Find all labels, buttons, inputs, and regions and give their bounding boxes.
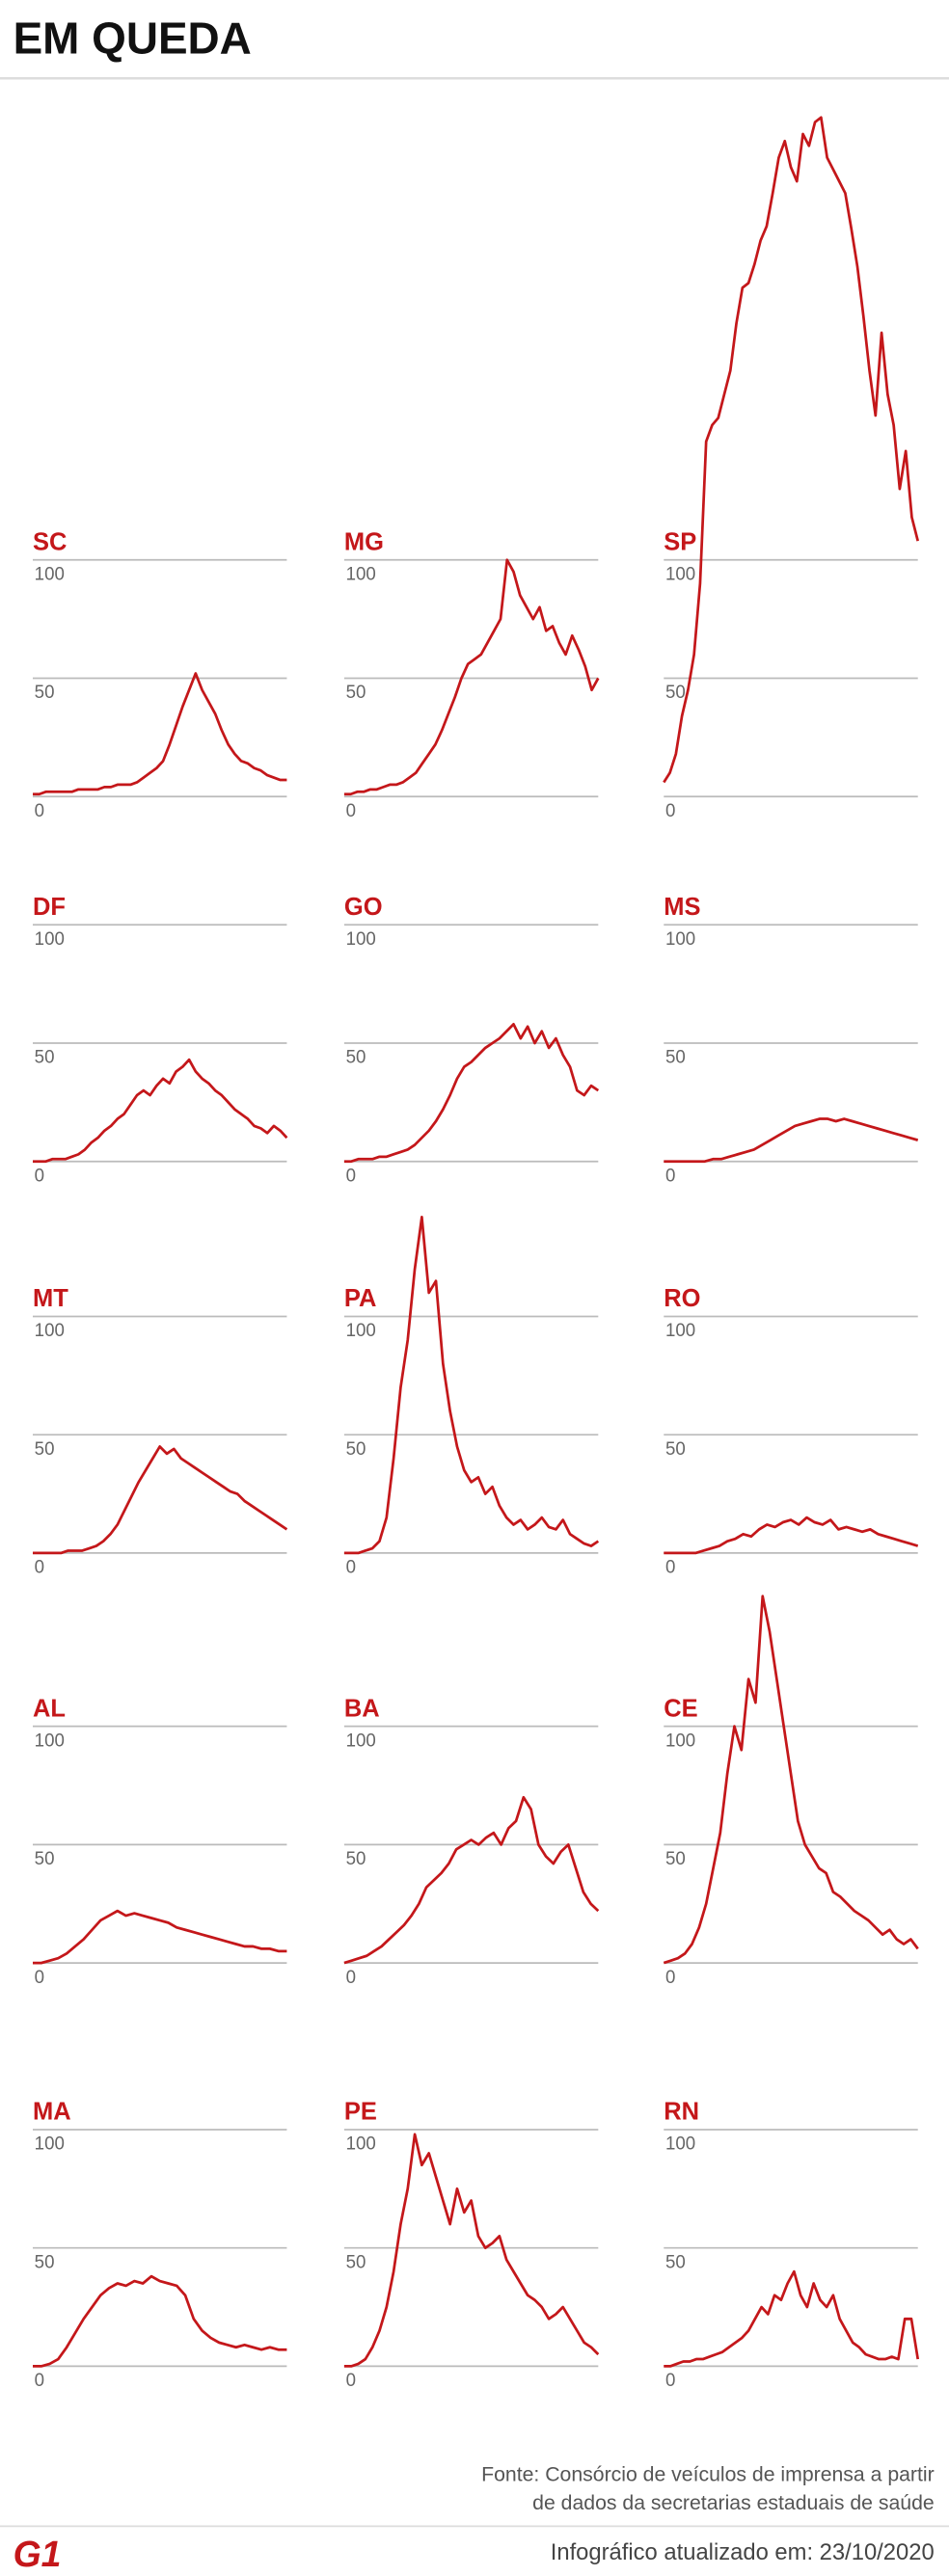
y-tick-label: 100 <box>346 928 376 949</box>
panel-title: MT <box>33 1285 68 1312</box>
y-tick-label: 50 <box>665 1848 686 1868</box>
y-tick-label: 50 <box>35 682 55 702</box>
panel-title: SP <box>664 528 696 555</box>
y-tick-label: 0 <box>35 1165 44 1185</box>
y-tick-label: 100 <box>346 1730 376 1750</box>
y-tick-label: 50 <box>346 1848 366 1868</box>
y-tick-label: 100 <box>346 563 376 583</box>
panel-title: SC <box>33 528 67 555</box>
y-tick-label: 100 <box>35 928 65 949</box>
y-tick-label: 100 <box>35 563 65 583</box>
y-tick-label: 100 <box>35 1320 65 1340</box>
y-tick-label: 0 <box>665 2370 675 2390</box>
panel-title: GO <box>344 894 383 921</box>
source-line: de dados da secretarias estaduais de saú… <box>532 2491 935 2514</box>
y-tick-label: 0 <box>346 800 356 820</box>
y-tick-label: 100 <box>346 2133 376 2154</box>
y-tick-label: 0 <box>346 1967 356 1987</box>
panel-title: MS <box>664 894 700 921</box>
y-tick-label: 100 <box>665 563 695 583</box>
y-tick-label: 50 <box>665 682 686 702</box>
y-tick-label: 50 <box>35 1047 55 1067</box>
series-line <box>343 1216 600 1555</box>
series-line <box>663 116 920 784</box>
y-tick-label: 0 <box>665 1557 675 1577</box>
panel-title: MG <box>344 528 384 555</box>
panel-title: DF <box>33 894 66 921</box>
y-tick-label: 0 <box>35 1967 44 1987</box>
y-tick-label: 50 <box>35 1848 55 1868</box>
series-line <box>664 2269 920 2368</box>
series-line <box>32 1909 287 1965</box>
panel-title: AL <box>33 1695 66 1722</box>
page-title: EM QUEDA <box>14 13 252 63</box>
y-tick-label: 50 <box>35 1438 55 1459</box>
y-tick-label: 100 <box>346 1320 376 1340</box>
y-tick-label: 100 <box>665 928 695 949</box>
y-tick-label: 50 <box>346 2251 366 2271</box>
y-tick-label: 50 <box>665 2251 686 2271</box>
panel-title: MA <box>33 2098 71 2125</box>
y-tick-label: 0 <box>35 1557 44 1577</box>
series-line <box>343 1795 600 1965</box>
y-tick-label: 50 <box>346 1438 366 1459</box>
panel-title: CE <box>664 1695 697 1722</box>
y-tick-label: 0 <box>665 1967 675 1987</box>
series-line <box>32 672 287 796</box>
y-tick-label: 0 <box>35 800 44 820</box>
logo: G1 <box>14 2534 62 2571</box>
y-tick-label: 100 <box>665 1730 695 1750</box>
panel-title: RN <box>664 2098 699 2125</box>
series-line <box>343 558 600 796</box>
series-line <box>343 1022 600 1164</box>
y-tick-label: 0 <box>35 2370 44 2390</box>
y-tick-label: 100 <box>665 2133 695 2154</box>
series-line <box>664 1516 919 1555</box>
y-tick-label: 50 <box>346 682 366 702</box>
panel-title: PE <box>344 2098 377 2125</box>
series-line <box>663 1595 919 1965</box>
series-line <box>32 1445 288 1555</box>
y-tick-label: 50 <box>665 1438 686 1459</box>
y-tick-label: 100 <box>35 1730 65 1750</box>
source-line: Fonte: Consórcio de veículos de imprensa… <box>481 2463 935 2486</box>
y-tick-label: 0 <box>346 1557 356 1577</box>
series-line <box>664 1117 919 1164</box>
panel-title: RO <box>664 1285 700 1312</box>
y-tick-label: 50 <box>665 1047 686 1067</box>
y-tick-label: 50 <box>35 2251 55 2271</box>
series-line <box>32 2274 287 2368</box>
series-line <box>32 1058 288 1164</box>
panel-title: PA <box>344 1285 377 1312</box>
y-tick-label: 100 <box>665 1320 695 1340</box>
y-tick-label: 0 <box>346 1165 356 1185</box>
y-tick-label: 0 <box>665 1165 675 1185</box>
y-tick-label: 0 <box>346 2370 356 2390</box>
y-tick-label: 0 <box>665 800 675 820</box>
panel-title: BA <box>344 1695 380 1722</box>
series-line <box>343 2133 600 2368</box>
y-tick-label: 50 <box>346 1047 366 1067</box>
updated-note: Infográfico atualizado em: 23/10/2020 <box>551 2539 935 2565</box>
y-tick-label: 100 <box>35 2133 65 2154</box>
